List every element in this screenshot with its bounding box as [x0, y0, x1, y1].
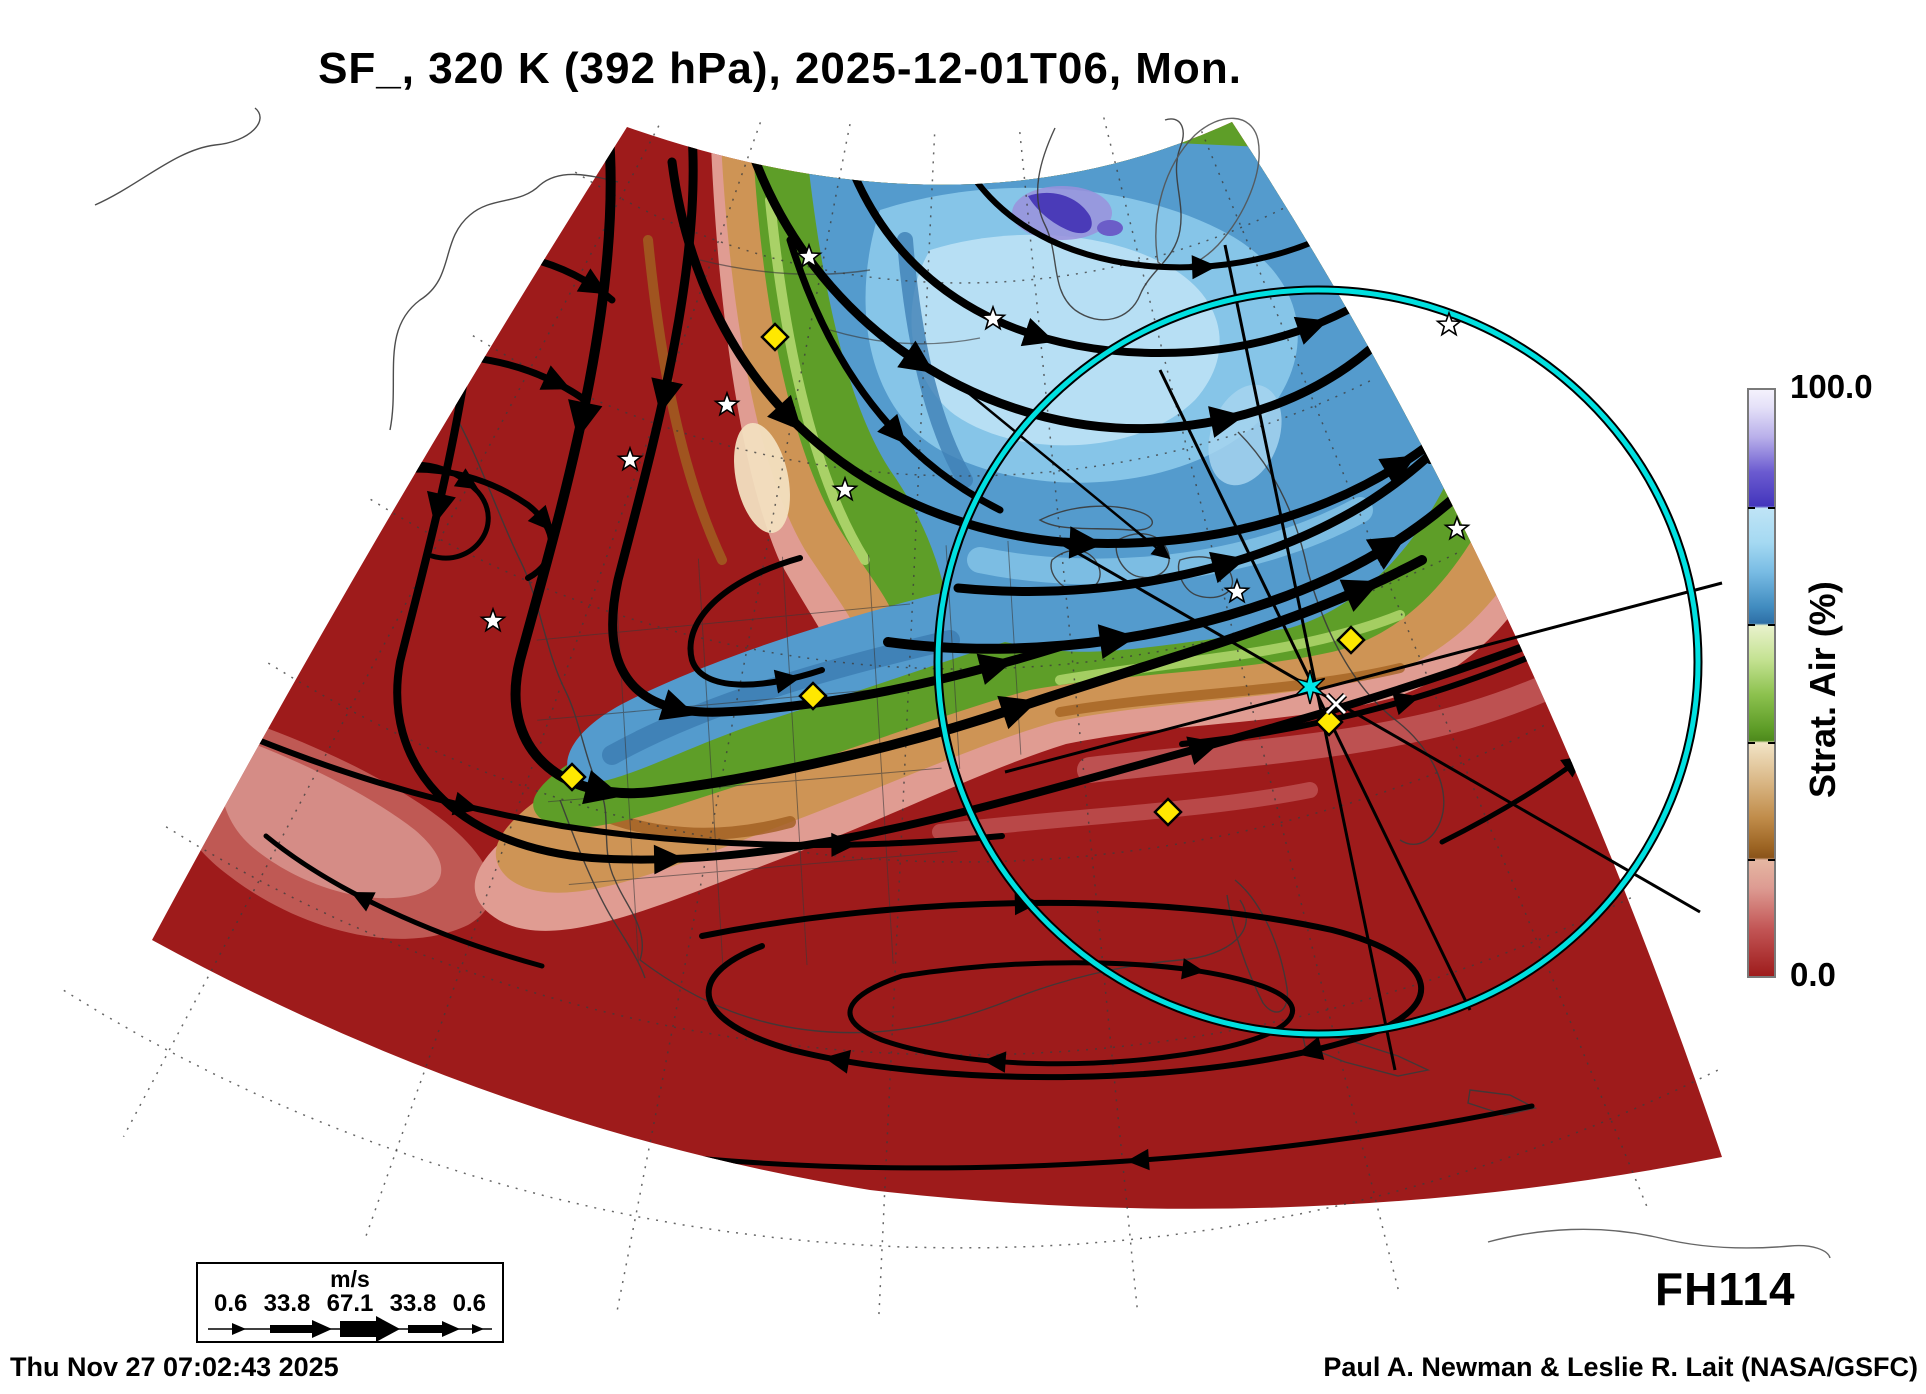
range-ring: [933, 285, 1703, 1039]
colorbar-axis-label: Strat. Air (%): [1802, 581, 1843, 799]
white-star-marker: [616, 445, 644, 472]
colorbar: [1747, 388, 1776, 978]
forecast-hour-label: FH114: [1655, 1263, 1796, 1315]
colorbar-tick: [1748, 624, 1755, 627]
colorbar-tick: [1748, 858, 1755, 861]
colorbar-tick: [1748, 507, 1755, 510]
site-markers: [479, 242, 1471, 827]
wind-legend-tick: 0.6: [452, 1290, 486, 1317]
page-title: SF_, 320 K (392 hPa), 2025-12-01T06, Mon…: [318, 44, 1242, 93]
colorbar-tick: [1768, 624, 1775, 627]
wind-legend-tick: 67.1: [326, 1290, 374, 1317]
yellow-diamond-marker: [760, 322, 790, 352]
wind-legend-tick: 33.8: [389, 1290, 437, 1317]
timestamp-footer: Thu Nov 27 07:02:43 2025: [10, 1352, 339, 1382]
wind-legend-tick: 0.6: [214, 1290, 248, 1317]
yellow-diamond-marker: [1336, 625, 1366, 655]
yellow-diamond-marker: [557, 762, 587, 792]
white-star-marker: [1435, 310, 1463, 337]
white-star-marker: [795, 242, 823, 269]
wind-legend-units: m/s: [330, 1266, 370, 1292]
white-star-marker: [479, 606, 507, 633]
attribution-footer: Paul A. Newman & Leslie R. Lait (NASA/GS…: [1323, 1352, 1918, 1382]
colorbar-tick: [1768, 507, 1775, 510]
white-star-marker: [979, 304, 1007, 331]
colorbar-tick: [1748, 741, 1755, 744]
wind-legend-tick: 33.8: [263, 1290, 311, 1317]
white-star-marker: [1223, 577, 1251, 604]
white-star-marker: [713, 390, 741, 417]
white-star-marker: [831, 475, 859, 502]
wind-speed-legend: m/s 0.6 33.8 67.1 33.8 0.6: [196, 1262, 504, 1343]
wind-legend-ticks: 0.6 33.8 67.1 33.8 0.6: [198, 1290, 502, 1318]
colorbar-tick: [1768, 858, 1775, 861]
colorbar-tick: [1768, 741, 1775, 744]
colorbar-min-label: 0.0: [1790, 956, 1836, 993]
white-star-marker: [1443, 514, 1471, 541]
wind-legend-arrows: [208, 1316, 492, 1342]
yellow-diamond-marker: [798, 681, 828, 711]
yellow-diamond-marker: [1314, 707, 1344, 737]
cyan-center-star-marker: [1294, 669, 1326, 705]
purple-max-core: [1028, 192, 1092, 234]
yellow-diamond-marker: [1153, 797, 1183, 827]
colorbar-max-label: 100.0: [1790, 368, 1873, 405]
